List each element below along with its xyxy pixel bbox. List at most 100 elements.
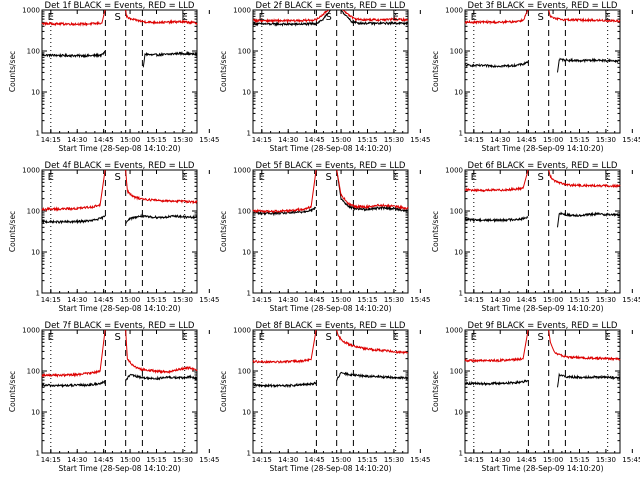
marker-e: E — [471, 12, 477, 23]
x-tick-label: 14:15 — [464, 296, 484, 304]
panel-det-6f: Det 6f BLACK = Events, RED = LLD 1 10 100 10… — [431, 161, 640, 313]
x-tick-label: 15:15 — [146, 136, 166, 144]
plot-frame — [41, 9, 198, 134]
y-tick-label: 10 — [242, 89, 251, 97]
x-axis-label: Start Time (28-Sep-09 14:10:20) — [482, 464, 604, 473]
x-axis-label: Start Time (28-Sep-08 14:10:20) — [59, 144, 181, 153]
y-tick-label: 10 — [242, 409, 251, 417]
x-axis-label: Start Time (28-Sep-08 14:10:20) — [270, 304, 392, 313]
x-tick-label: 15:15 — [357, 456, 377, 464]
panel-title: Det 9f BLACK = Events, RED = LLD — [468, 321, 618, 331]
series-events-line — [336, 371, 409, 381]
x-tick-label: 15:15 — [357, 296, 377, 304]
series-lld-line — [464, 329, 529, 363]
series-lld-line — [252, 9, 329, 24]
y-axis-label: Counts/sec — [8, 51, 17, 92]
marker-s: S — [326, 172, 332, 183]
series-lld-line — [252, 329, 317, 364]
marker-s: S — [326, 332, 332, 343]
x-axis-label: Start Time (28-Sep-08 14:10:20) — [270, 464, 392, 473]
y-tick-label: 1000 — [445, 327, 463, 335]
series-lld-line — [548, 329, 621, 362]
x-tick-label: 14:45 — [517, 136, 537, 144]
y-tick-label: 1 — [247, 290, 251, 298]
y-tick-label: 1 — [459, 130, 463, 138]
x-tick-label: 14:15 — [252, 136, 272, 144]
series-lld-line — [342, 9, 409, 23]
x-tick-label: 15:45 — [622, 296, 640, 304]
y-axis-label: Counts/sec — [431, 211, 440, 252]
series-lld-line — [41, 169, 106, 213]
series-lld-line — [125, 169, 198, 205]
series-events-line — [125, 373, 198, 381]
series-events-line — [41, 379, 106, 389]
plot-frame — [252, 329, 409, 454]
x-tick-label: 15:30 — [596, 456, 616, 464]
series-events-line — [41, 215, 106, 225]
y-tick-label: 100 — [450, 208, 463, 216]
y-tick-label: 1 — [247, 130, 251, 138]
panel-title: Det 1f BLACK = Events, RED = LLD — [45, 1, 195, 11]
series-lld-line — [336, 169, 409, 211]
panel-title: Det 3f BLACK = Events, RED = LLD — [468, 1, 618, 11]
marker-e: E — [182, 332, 188, 343]
series-events-line — [557, 57, 620, 73]
x-axis-label: Start Time (28-Sep-08 14:10:20) — [270, 144, 392, 153]
y-tick-label: 10 — [31, 89, 40, 97]
x-tick-label: 14:30 — [67, 296, 87, 304]
plot-frame — [464, 9, 621, 134]
x-tick-label: 14:30 — [278, 456, 298, 464]
y-tick-label: 10 — [242, 249, 251, 257]
y-tick-label: 10 — [454, 409, 463, 417]
panel-det-5f: Det 5f BLACK = Events, RED = LLD 1 10 100 10… — [219, 161, 430, 313]
y-tick-label: 100 — [238, 208, 251, 216]
marker-s: S — [326, 12, 332, 23]
x-tick-label: 14:45 — [94, 456, 114, 464]
series-lld-line — [464, 9, 529, 25]
x-tick-label: 14:45 — [517, 296, 537, 304]
y-tick-label: 100 — [27, 368, 40, 376]
x-tick-label: 15:15 — [146, 296, 166, 304]
x-tick-label: 14:45 — [305, 136, 325, 144]
y-tick-label: 1 — [36, 290, 40, 298]
series-lld-line — [125, 9, 198, 26]
panel-det-1f: Det 1f BLACK = Events, RED = LLD 1 10 100 10… — [8, 1, 219, 153]
panel-det-2f: Det 2f BLACK = Events, RED = LLD 1 10 100 10… — [219, 1, 430, 153]
y-tick-label: 1000 — [445, 167, 463, 175]
series-events-line — [464, 215, 529, 223]
marker-e: E — [605, 172, 611, 183]
series-events-line — [41, 50, 106, 59]
marker-s: S — [538, 12, 544, 23]
x-tick-label: 14:15 — [41, 456, 61, 464]
x-tick-label: 15:00 — [120, 136, 140, 144]
marker-s: S — [538, 172, 544, 183]
x-tick-label: 15:45 — [622, 456, 640, 464]
x-tick-label: 14:30 — [490, 296, 510, 304]
marker-e: E — [393, 172, 399, 183]
y-axis-label: Counts/sec — [219, 371, 228, 412]
y-axis-label: Counts/sec — [431, 371, 440, 412]
x-tick-label: 14:15 — [252, 296, 272, 304]
series-events-line — [557, 211, 621, 228]
panel-title: Det 4f BLACK = Events, RED = LLD — [45, 161, 195, 171]
marker-e: E — [48, 172, 54, 183]
x-tick-label: 14:45 — [94, 136, 114, 144]
panel-det-8f: Det 8f BLACK = Events, RED = LLD 1 10 100 10… — [219, 321, 430, 473]
plot-frame — [464, 169, 621, 294]
x-tick-label: 15:15 — [357, 136, 377, 144]
marker-s: S — [538, 332, 544, 343]
x-axis-label: Start Time (28-Sep-09 14:10:20) — [482, 144, 604, 153]
x-tick-label: 15:45 — [410, 296, 430, 304]
y-tick-label: 1 — [459, 290, 463, 298]
y-tick-label: 1000 — [22, 7, 40, 15]
x-axis-label: Start Time (28-Sep-09 14:10:20) — [482, 304, 604, 313]
x-axis-label: Start Time (28-Sep-08 14:10:20) — [59, 464, 181, 473]
x-tick-label: 14:45 — [517, 456, 537, 464]
x-tick-label: 15:00 — [543, 296, 563, 304]
y-tick-label: 100 — [27, 48, 40, 56]
y-tick-label: 100 — [450, 48, 463, 56]
x-tick-label: 14:30 — [278, 136, 298, 144]
panel-title: Det 2f BLACK = Events, RED = LLD — [256, 1, 406, 11]
y-tick-label: 1 — [36, 130, 40, 138]
x-tick-label: 15:00 — [120, 456, 140, 464]
